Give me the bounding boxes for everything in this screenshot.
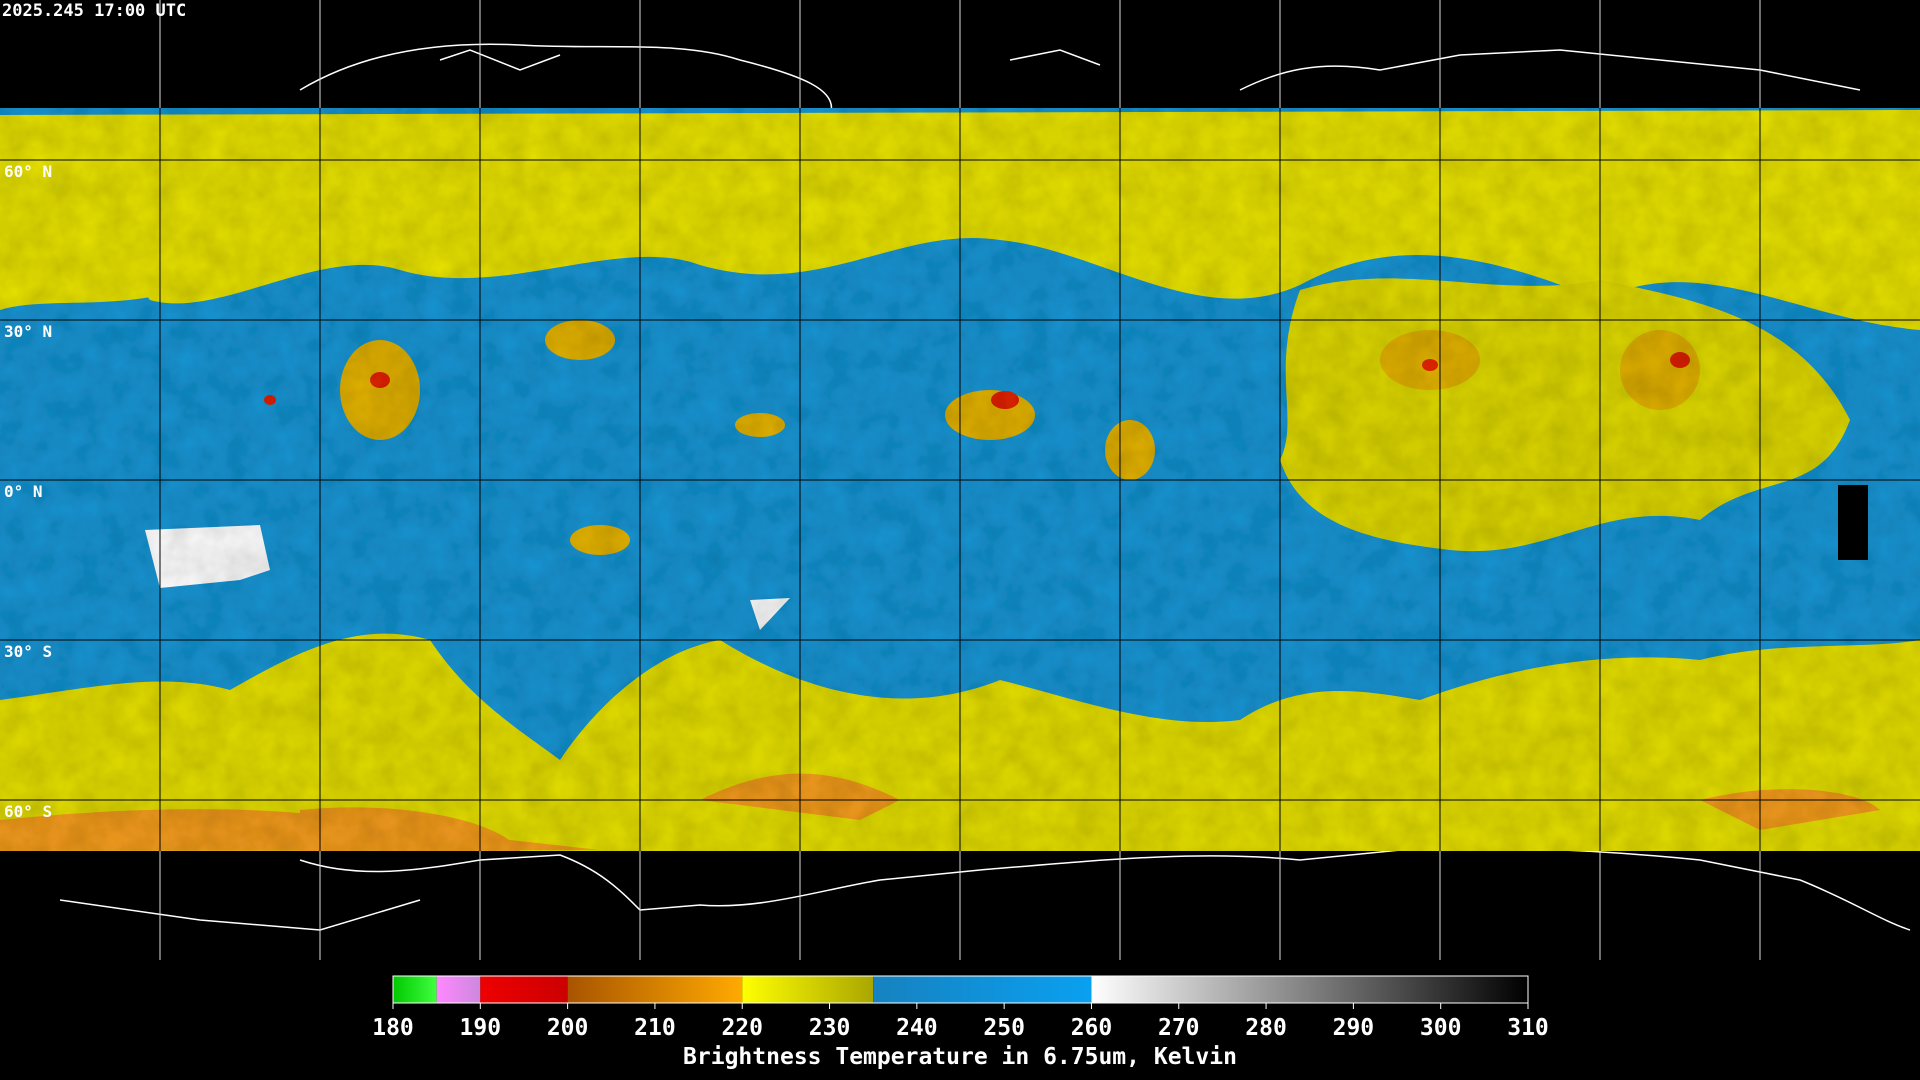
colorbar-segment [436,976,481,1003]
deep-convection [264,352,1690,409]
colorbar-segment [873,976,1092,1003]
latitude-label: 60° N [4,162,52,181]
colorbar-tick-label: 220 [721,1015,763,1041]
colorbar-tick-label: 270 [1158,1015,1200,1041]
colorbar-tick-label: 190 [460,1015,502,1041]
colorbar-segment [742,976,874,1003]
colorbar-segment [567,976,743,1003]
colorbar-tick-label: 290 [1333,1015,1375,1041]
colorbar-tick-label: 280 [1245,1015,1287,1041]
colorbar-tick-label: 180 [372,1015,414,1041]
colorbar-tick-label: 210 [634,1015,676,1041]
very-dry-region [145,525,790,630]
missing-data [1838,485,1868,560]
colorbar: 180 190 200 210 220 230 240 250 260 270 280 290 300 3… [372,975,1549,1041]
colorbar-tick-label: 250 [983,1015,1025,1041]
latitude-label: 60° S [4,802,52,821]
latitude-label: 30° S [4,642,52,661]
convective-clusters [340,320,1700,555]
colorbar-segment [480,976,568,1003]
colorbar-tick-label: 260 [1071,1015,1113,1041]
colorbar-label: Brightness Temperature in 6.75um, Kelvin [683,1044,1237,1070]
colorbar-frame [392,975,1529,1004]
colorbar-segment [393,976,437,1003]
latitude-label: 0° N [4,482,43,501]
latitude-label: 30° N [4,322,52,341]
colorbar-tick-label: 230 [809,1015,851,1041]
colorbar-tick-label: 240 [896,1015,938,1041]
cold-region-south [0,773,1880,851]
graticule: 60° N 30° N 0° N 30° S 60° S [4,0,1761,960]
colorbar-tick-label: 300 [1420,1015,1462,1041]
coastlines-polar [59,43,1911,931]
colorbar-tick-label: 310 [1507,1015,1549,1041]
timestamp: 2025.245 17:00 UTC [2,1,186,21]
colorbar-tick-label: 200 [547,1015,589,1041]
colorbar-segment [1091,976,1528,1003]
